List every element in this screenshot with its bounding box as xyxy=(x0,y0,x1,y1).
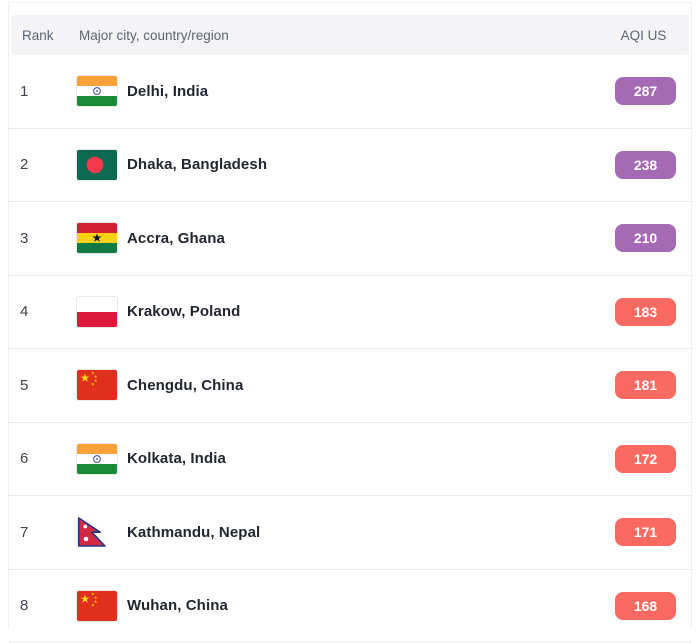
table-row[interactable]: 1 Delhi, India 287 xyxy=(9,55,691,129)
table-row[interactable]: 5 Chengdu, China 181 xyxy=(9,349,691,423)
rank-value: 1 xyxy=(9,83,77,100)
table-row[interactable]: 7 Kathmandu, Nepal 171 xyxy=(9,496,691,570)
city-label: Accra, Ghana xyxy=(127,230,225,247)
table-row[interactable]: 4 Krakow, Poland 183 xyxy=(9,276,691,350)
aqi-badge: 238 xyxy=(615,151,676,179)
aqi-badge: 183 xyxy=(615,298,676,326)
aqi-ranking-table: Rank Major city, country/region AQI US 1… xyxy=(8,2,692,629)
city-label: Wuhan, China xyxy=(127,597,228,614)
aqi-badge: 210 xyxy=(615,224,676,252)
column-header-rank: Rank xyxy=(11,28,79,43)
flag-china-icon xyxy=(77,370,117,400)
flag-china-icon xyxy=(77,591,117,621)
rank-value: 4 xyxy=(9,303,77,320)
rank-value: 5 xyxy=(9,377,77,394)
rank-value: 7 xyxy=(9,524,77,541)
column-header-aqi: AQI US xyxy=(613,28,674,43)
flag-poland-icon xyxy=(77,297,117,327)
city-label: Dhaka, Bangladesh xyxy=(127,156,267,173)
rank-value: 8 xyxy=(9,597,77,614)
table-row[interactable]: 6 Kolkata, India 172 xyxy=(9,423,691,497)
flag-bangladesh-icon xyxy=(77,150,117,180)
aqi-badge: 171 xyxy=(615,518,676,546)
city-label: Krakow, Poland xyxy=(127,303,240,320)
table-row[interactable]: 3 Accra, Ghana 210 xyxy=(9,202,691,276)
aqi-badge: 287 xyxy=(615,77,676,105)
flag-nepal-icon xyxy=(77,517,117,547)
aqi-badge: 181 xyxy=(615,371,676,399)
rank-value: 2 xyxy=(9,156,77,173)
city-label: Kathmandu, Nepal xyxy=(127,524,260,541)
table-header-row: Rank Major city, country/region AQI US xyxy=(11,15,689,55)
table-body: 1 Delhi, India 287 2 Dhaka, Bangladesh 2… xyxy=(9,55,691,643)
city-label: Delhi, India xyxy=(127,83,208,100)
aqi-badge: 172 xyxy=(615,445,676,473)
rank-value: 3 xyxy=(9,230,77,247)
aqi-badge: 168 xyxy=(615,592,676,620)
rank-value: 6 xyxy=(9,450,77,467)
column-header-city: Major city, country/region xyxy=(79,28,613,43)
table-row[interactable]: 8 Wuhan, China 168 xyxy=(9,570,691,643)
city-label: Chengdu, China xyxy=(127,377,243,394)
flag-india-icon xyxy=(77,444,117,474)
flag-ghana-icon xyxy=(77,223,117,253)
city-label: Kolkata, India xyxy=(127,450,226,467)
table-row[interactable]: 2 Dhaka, Bangladesh 238 xyxy=(9,129,691,203)
flag-india-icon xyxy=(77,76,117,106)
